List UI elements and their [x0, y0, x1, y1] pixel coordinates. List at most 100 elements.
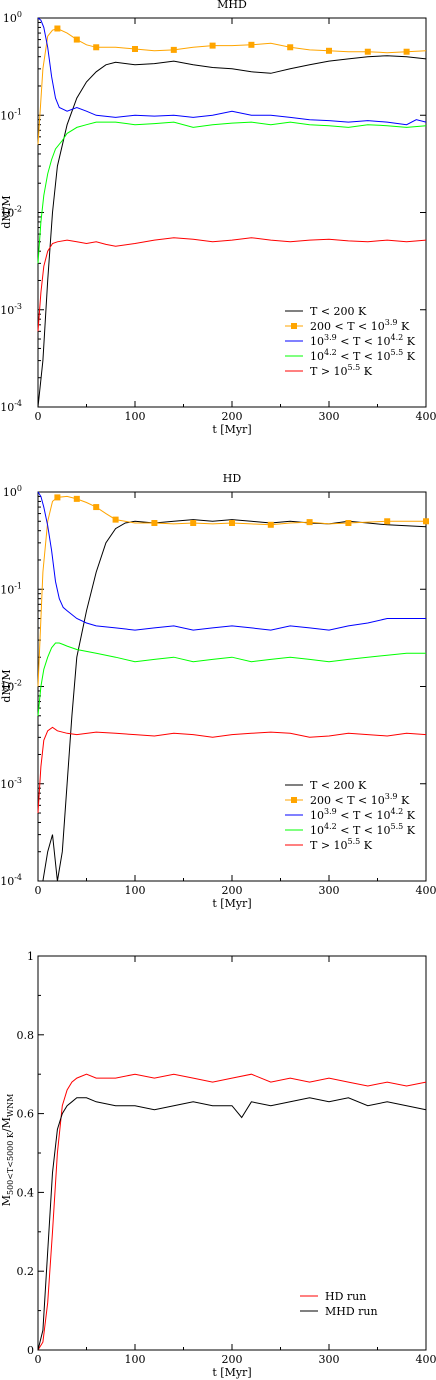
hd-y-tick-label: 10-1: [0, 581, 22, 596]
hd-legend-200-to-3.9-marker: [291, 797, 297, 803]
fraction-legend-hd-run-label: HD run: [325, 1290, 366, 1303]
fraction-panel: 0 100 200 300 400 0 0.2 0.4 0.6 0.8 1 HD run MHD run…: [0, 950, 436, 1379]
fraction-plot-area: 0 100 200 300 400 0 0.2 0.4 0.6 0.8 1 HD run MHD run: [17, 950, 436, 1366]
fraction-ylabel-main: M: [0, 1195, 13, 1206]
fraction-y-tick-label: 1: [27, 950, 34, 963]
mhd-y-tick-label: 10-1: [0, 107, 22, 122]
hd-panel: HD 0 100 200 300 400 10-4 10-3 10-2 10-1 100 T < 2…: [0, 472, 436, 910]
mhd-legend-t-lt-200-label: T < 200 K: [310, 305, 367, 318]
mhd-series-200-to-3.9-marker: [287, 44, 294, 51]
mhd-y-tick-label: 10-2: [0, 205, 22, 220]
fraction-y-tick-label: 0.4: [17, 1186, 35, 1199]
mhd-series-200-to-3.9-marker: [209, 42, 216, 49]
mhd-x-tick-label: 300: [319, 410, 340, 423]
hd-series-4.2-to-5.5-line: [37, 642, 426, 716]
hd-series-200-to-3.9-marker: [423, 518, 429, 525]
mhd-series-200-to-3.9-marker: [54, 25, 61, 32]
mhd-x-tick-label: 100: [125, 410, 146, 423]
hd-series-200-to-3.9-marker: [190, 519, 197, 526]
fraction-xlabel: t [Myr]: [212, 1366, 251, 1379]
hd-y-tick-label: 10-4: [0, 873, 22, 888]
mhd-plot-area: 0 100 200 300 400 10-4 10-3 10-2 10-1 100 T < 200 …: [0, 10, 436, 423]
hd-y-tick-label: 100: [3, 484, 22, 499]
mhd-y-tick-label: 100: [3, 10, 22, 25]
mhd-series-4.2-to-5.5-line: [37, 121, 427, 264]
fraction-x-tick-label: 100: [125, 1353, 146, 1366]
mhd-xlabel: t [Myr]: [212, 423, 251, 436]
fraction-ylabel-sub1: 500<T<5000 K: [6, 1131, 15, 1195]
mhd-panel: MHD 0 100 200 300 400 10-4 10-3 10-2 10-1 100 T < …: [0, 0, 436, 436]
mhd-legend-3.9-to-4.2-label: 103.9 < T < 104.2 K: [310, 333, 416, 348]
hd-series-200-to-3.9-marker: [384, 518, 391, 525]
mhd-series-200-to-3.9-marker: [248, 41, 255, 48]
hd-series-200-to-3.9-marker: [54, 494, 61, 501]
mhd-series-t-gt-5.5-line: [37, 237, 427, 332]
hd-series-200-to-3.9-marker: [267, 521, 274, 528]
hd-x-tick-label: 0: [35, 884, 42, 897]
mhd-series-200-to-3.9-marker: [403, 48, 410, 55]
hd-legend-t-gt-5.5-label: T > 105.5 K: [310, 837, 373, 852]
mhd-legend-t-gt-5.5-label: T > 105.5 K: [310, 363, 373, 378]
hd-series-200-to-3.9-marker: [112, 516, 119, 523]
hd-legend-t-lt-200-label: T < 200 K: [310, 779, 367, 792]
fraction-legend-mhd-run-label: MHD run: [325, 1305, 378, 1318]
mhd-ylabel: dM/M: [0, 195, 13, 228]
hd-title: HD: [223, 472, 242, 485]
fraction-series-hd-run-line: [37, 1073, 427, 1351]
hd-x-tick-label: 100: [125, 884, 146, 897]
hd-series-200-to-3.9-marker: [73, 495, 80, 502]
fraction-y-tick-label: 0.8: [17, 1029, 35, 1042]
mhd-series-200-to-3.9-marker: [364, 48, 371, 55]
hd-x-tick-label: 200: [222, 884, 243, 897]
hd-xlabel: t [Myr]: [212, 897, 251, 910]
hd-series-t-gt-5.5-line: [37, 726, 427, 814]
fraction-plot-frame: [37, 955, 427, 1351]
hd-y-tick-label: 10-3: [0, 776, 22, 791]
fraction-y-tick-label: 0.6: [17, 1108, 35, 1121]
mhd-x-tick-label: 200: [222, 410, 243, 423]
fraction-series-mhd-run-line: [37, 1097, 427, 1351]
hd-legend-3.9-to-4.2-label: 103.9 < T < 104.2 K: [310, 807, 416, 822]
hd-legend-4.2-to-5.5-label: 104.2 < T < 105.5 K: [310, 822, 416, 837]
fraction-ylabel-sub2: WNM: [6, 1094, 15, 1117]
mhd-x-tick-label: 400: [416, 410, 436, 423]
fraction-x-tick-label: 400: [416, 1353, 436, 1366]
hd-x-tick-label: 300: [319, 884, 340, 897]
hd-legend-200-to-3.9-label: 200 < T < 103.9 K: [310, 792, 410, 807]
mhd-series-200-to-3.9-marker: [93, 44, 100, 51]
mhd-legend-200-to-3.9-label: 200 < T < 103.9 K: [310, 318, 410, 333]
hd-plot-area: 0 100 200 300 400 10-4 10-3 10-2 10-1 100 T < 200 …: [0, 484, 436, 897]
hd-series-200-to-3.9-marker: [345, 519, 352, 526]
mhd-legend-4.2-to-5.5-label: 104.2 < T < 105.5 K: [310, 348, 416, 363]
fraction-ylabel: M500<T<5000 K/MWNM: [0, 1094, 15, 1207]
mhd-series-200-to-3.9-marker: [132, 45, 138, 52]
hd-series-200-to-3.9-marker: [93, 504, 100, 511]
mhd-legend-200-to-3.9-marker: [291, 323, 297, 329]
hd-series-3.9-to-4.2-line: [37, 491, 426, 631]
hd-series-200-to-3.9-marker: [306, 519, 313, 526]
hd-plot-frame: [37, 491, 427, 882]
mhd-title: MHD: [217, 0, 247, 11]
hd-y-tick-label: 10-2: [0, 679, 22, 694]
hd-x-tick-label: 400: [416, 884, 436, 897]
fraction-x-tick-label: 0: [35, 1353, 42, 1366]
fraction-y-tick-label: 0.2: [17, 1265, 35, 1278]
hd-series-200-to-3.9-line: [37, 495, 426, 687]
fraction-y-tick-label: 0: [27, 1344, 34, 1357]
mhd-series-200-to-3.9-marker: [73, 36, 80, 43]
hd-ylabel: dM/M: [0, 669, 13, 702]
hd-series-200-to-3.9-marker: [229, 519, 235, 526]
fraction-ylabel-slash: /M: [0, 1117, 13, 1132]
mhd-x-tick-label: 0: [35, 410, 42, 423]
mhd-series-200-to-3.9-marker: [170, 46, 177, 53]
fraction-x-tick-label: 300: [319, 1353, 340, 1366]
mhd-series-200-to-3.9-marker: [326, 47, 332, 54]
mhd-series-t-lt-200-line: [37, 55, 427, 408]
hd-series-200-to-3.9-marker: [151, 519, 158, 526]
mhd-series-3.9-to-4.2-line: [37, 17, 427, 126]
fraction-x-tick-label: 200: [222, 1353, 243, 1366]
mhd-y-tick-label: 10-3: [0, 302, 22, 317]
mhd-plot-frame: [37, 17, 427, 408]
mhd-y-tick-label: 10-4: [0, 399, 22, 414]
